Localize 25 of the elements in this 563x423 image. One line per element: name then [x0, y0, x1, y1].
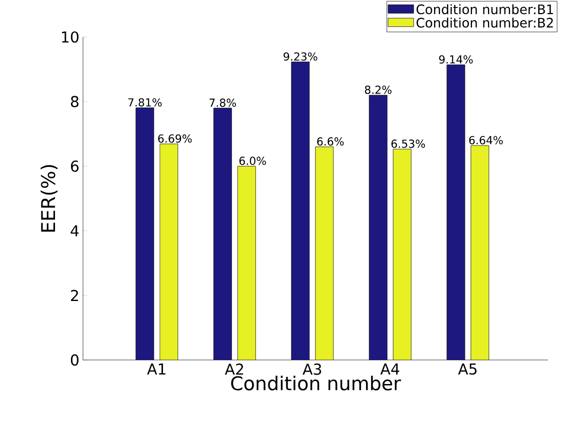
data-label: 7.8% — [210, 98, 236, 107]
data-label: 6.53% — [391, 140, 425, 148]
x-tick-label: A2 — [224, 364, 244, 375]
data-label: 7.81% — [128, 98, 162, 107]
x-tick-label: A3 — [302, 364, 322, 375]
y-tick-label: 10 — [62, 31, 78, 43]
data-label: 9.23% — [284, 52, 318, 61]
y-tick-label: 2 — [71, 290, 78, 301]
data-label: 6.0% — [239, 156, 266, 165]
data-label: 8.2% — [364, 86, 392, 94]
y-tick-label: 8 — [70, 96, 78, 108]
y-tick-label: 4 — [70, 225, 79, 236]
data-label: 6.6% — [317, 137, 344, 146]
y-tick-label: 0 — [70, 354, 78, 366]
data-label: 6.69% — [158, 134, 192, 143]
data-label: 9.14% — [439, 55, 473, 64]
legend-label: Condition number:B2 — [416, 18, 553, 28]
x-tick-label: A4 — [380, 364, 400, 374]
data-label: 6.64% — [469, 136, 503, 144]
x-tick-label: A5 — [458, 364, 476, 375]
y-tick-label: 6 — [70, 160, 79, 172]
x-axis-title: Condition number — [231, 376, 401, 390]
legend-label: Condition number:B1 — [416, 4, 553, 14]
y-axis-title: EER(%) — [40, 165, 58, 232]
x-tick-label: A1 — [147, 364, 166, 374]
